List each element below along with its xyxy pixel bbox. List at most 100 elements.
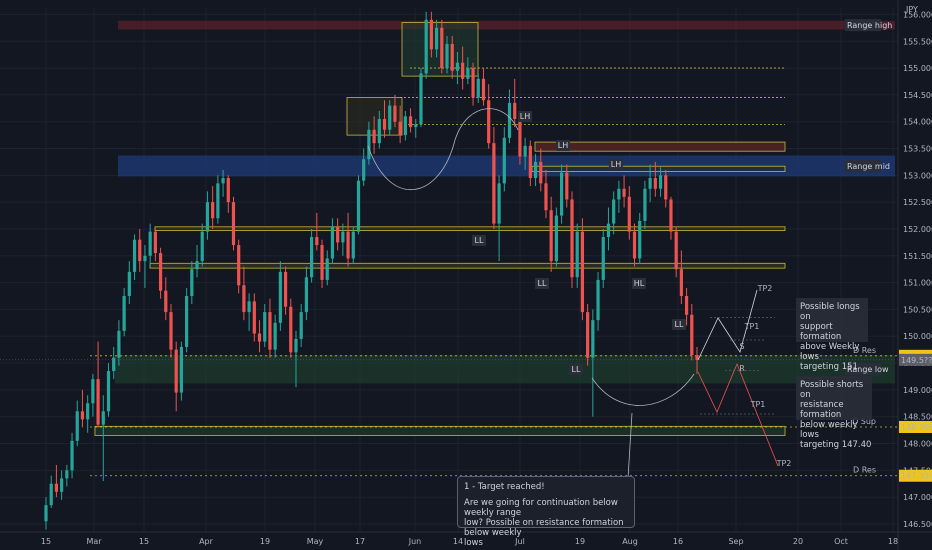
- swing-label-bg: [632, 278, 646, 289]
- shorts-note: Possible shorts on resistance formation …: [800, 380, 872, 450]
- zone-red: [118, 20, 895, 30]
- candle-body: [273, 322, 277, 350]
- y-tick-label: 146.500: [903, 520, 932, 529]
- candle-body: [471, 68, 475, 98]
- y-tick-label: 153.500: [903, 145, 932, 154]
- swing-label: LH: [611, 160, 621, 169]
- y-tick-label: 154.000: [903, 118, 932, 127]
- candle-body: [252, 301, 256, 334]
- candle-body: [304, 277, 308, 313]
- zone-green: [115, 355, 895, 384]
- range-low-arc: [591, 373, 695, 406]
- candle-body: [278, 271, 282, 323]
- candle-body: [497, 183, 501, 224]
- candle-body: [648, 178, 652, 189]
- sr-band: [534, 141, 786, 152]
- candle-body: [96, 379, 100, 425]
- x-tick-label: May: [307, 537, 324, 546]
- current-price-text: 149.5??: [901, 356, 932, 365]
- note-connector: [627, 412, 633, 479]
- swing-arc: [367, 108, 519, 190]
- swing-label: LL: [572, 365, 581, 374]
- candle-body: [435, 27, 439, 50]
- candle-body: [507, 102, 512, 138]
- candle-body: [658, 175, 663, 189]
- y-tick-label: 150.000: [903, 332, 932, 341]
- x-tick-label: 18: [888, 537, 898, 546]
- swing-label: LL: [675, 320, 684, 329]
- candle-body: [341, 231, 345, 243]
- candle-body: [455, 62, 460, 71]
- price-tag-text: 147.399: [901, 472, 932, 481]
- candle-body: [695, 355, 699, 360]
- candle-body: [200, 231, 204, 262]
- target-body: Are we going for continuation below week…: [464, 498, 624, 548]
- candle-body: [570, 199, 574, 278]
- x-tick-label: Aug: [622, 537, 638, 546]
- swing-label-bg: [518, 111, 532, 122]
- candle-body: [143, 255, 147, 262]
- projection-label: TP1: [744, 322, 760, 331]
- candle-body: [408, 116, 413, 128]
- key-level-label: D Res: [853, 346, 876, 355]
- candle-body: [91, 379, 95, 404]
- candle-body: [86, 403, 90, 420]
- candle-body: [44, 505, 48, 522]
- candle-body: [612, 199, 616, 224]
- longs-note-bg: [796, 298, 868, 342]
- x-tick-label: 19: [260, 537, 270, 546]
- price-tag-bg: [899, 420, 932, 433]
- sr-band: [531, 165, 786, 172]
- candle-body: [169, 312, 173, 350]
- x-tick-label: Mar: [86, 537, 102, 546]
- swing-label-bg: [556, 140, 570, 151]
- candle-body: [336, 226, 340, 243]
- candle-body: [294, 338, 298, 353]
- candle-body: [190, 269, 194, 297]
- x-tick-label: 14: [453, 537, 463, 546]
- candle-body: [424, 19, 428, 74]
- swing-label-bg: [609, 159, 623, 170]
- candle-body: [367, 129, 371, 160]
- candle-body: [403, 116, 407, 136]
- candle-body: [513, 102, 517, 120]
- candle-body: [315, 237, 319, 246]
- price-tag-text: 148.308: [901, 423, 932, 432]
- candle-body: [664, 175, 668, 200]
- swing-label: LH: [558, 141, 568, 150]
- candle-body: [106, 371, 111, 412]
- projection-label: TP2: [776, 459, 792, 468]
- candle-body: [283, 271, 288, 307]
- candle-body: [127, 271, 131, 297]
- candle-body: [429, 19, 433, 50]
- candle-body: [158, 253, 163, 291]
- candle-body: [242, 285, 246, 313]
- zone-label: Range low: [847, 365, 889, 374]
- candle-body: [60, 478, 64, 492]
- candle-body: [382, 119, 387, 130]
- candle-body: [80, 411, 85, 420]
- y-tick-label: 152.500: [903, 198, 932, 207]
- candle-body: [684, 296, 689, 315]
- key-level-label: D Res: [853, 466, 876, 475]
- x-tick-label: 20: [793, 537, 803, 546]
- candle-body: [643, 188, 647, 221]
- zone-label-bg: [845, 19, 881, 32]
- candle-body: [122, 296, 126, 331]
- candle-body: [476, 78, 480, 98]
- candle-body: [596, 279, 600, 321]
- current-price-bg: [899, 353, 932, 366]
- price-tag-bg: [899, 469, 932, 482]
- zone-label: Range mid: [847, 162, 890, 171]
- x-tick-label: 19: [575, 537, 585, 546]
- x-tick-label: Jul: [514, 537, 525, 546]
- candle-body: [523, 145, 527, 157]
- candle-body: [580, 231, 585, 313]
- candle-body: [330, 226, 335, 259]
- candle-body: [195, 261, 199, 270]
- candle-body: [450, 43, 454, 71]
- candle-body: [174, 349, 178, 393]
